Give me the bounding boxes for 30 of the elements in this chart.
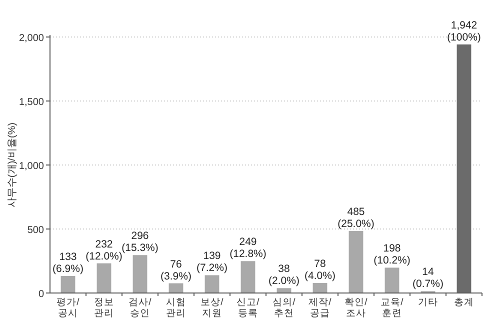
y-axis-title: 사무수(개)/비율(%) [7, 122, 18, 208]
data-label: 232 (12.0%) [86, 238, 122, 262]
y-tick-label: 1,000 [18, 161, 44, 172]
y-tick-label: 1,500 [18, 97, 44, 108]
data-label: 133 (6.9%) [52, 250, 84, 275]
x-tick-label: 평가/ 공시 [56, 297, 80, 319]
x-tick-label: 시험 관리 [166, 297, 186, 319]
data-label: 249 (12.8%) [230, 236, 266, 260]
data-label: 485 (25.0%) [338, 206, 374, 230]
x-tick-label: 보상/ 지원 [200, 297, 224, 319]
x-tick-label: 확인/ 조사 [344, 297, 368, 319]
y-tick-label: 500 [27, 225, 44, 236]
x-tick-label: 총계 [454, 297, 474, 308]
x-tick-label: 심의/ 추천 [272, 297, 296, 319]
x-tick-label: 신고/ 등록 [236, 297, 260, 319]
y-tick-label: 2,000 [18, 33, 44, 44]
x-tick-label: 검사/ 승인 [128, 297, 152, 319]
data-label: 14 (0.7%) [412, 266, 444, 290]
data-label: 76 (3.9%) [160, 258, 192, 282]
x-tick-label: 교육/ 훈련 [380, 297, 404, 319]
data-label: 1,942 (100%) [447, 19, 481, 44]
x-tick-label: 기타 [418, 297, 438, 308]
x-tick-label: 제작/ 공급 [308, 297, 332, 319]
y-tick-label: 0 [38, 289, 44, 300]
data-label: 78 (4.0%) [304, 258, 336, 282]
x-tick-label: 정보 관리 [94, 297, 114, 319]
data-label: 38 (2.0%) [268, 263, 300, 288]
data-label: 296 (15.3%) [122, 230, 158, 254]
data-label: 198 (10.2%) [374, 242, 410, 267]
data-label: 139 (7.2%) [196, 250, 228, 274]
